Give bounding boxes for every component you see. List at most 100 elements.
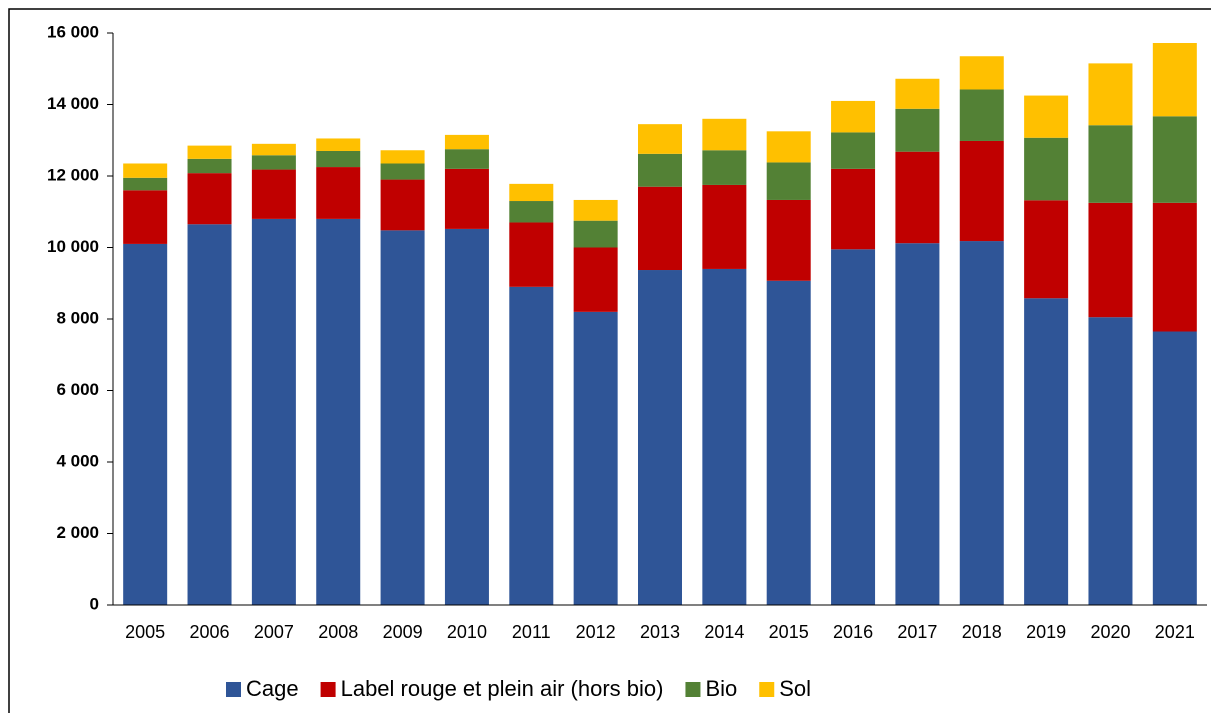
bar-segment [444,228,489,605]
legend-label: Bio [705,676,737,701]
bar-segment [959,241,1004,605]
bar-segment [1152,43,1197,117]
bar-segment [251,218,296,605]
bar-segment [638,186,682,271]
bar-segment [251,143,296,156]
bar-segment [573,311,618,605]
bar-segment [638,270,682,605]
legend-swatch [685,682,701,697]
bar-segment [380,230,425,605]
bar-segment [1152,202,1197,332]
bar-segment [187,224,232,605]
bar-segment [1152,331,1197,605]
x-tick-label: 2019 [1026,622,1066,642]
bar-segment [444,134,489,150]
bar-segment [638,153,682,187]
bar-segment [895,243,940,605]
y-tick-label: 6 000 [56,380,99,399]
bar-segment [895,151,940,244]
x-tick-label: 2011 [512,622,551,642]
y-tick-label: 4 000 [56,451,99,470]
bar-segment [1024,298,1069,605]
bar-segment [702,150,747,185]
x-tick-label: 2013 [640,622,680,642]
x-tick-label: 2018 [962,622,1002,642]
bar-segment [959,56,1004,90]
bar-segment [1088,63,1133,126]
bar-segment [1088,317,1133,605]
bar-segment [251,155,296,170]
bar-segment [959,89,1004,141]
bar-segment [316,138,361,151]
bar-segment [509,286,554,605]
bar-segment [573,199,618,221]
bar-segment [1024,137,1069,201]
bar-segment [187,158,232,174]
bar-segment [702,184,747,269]
bar-segment [702,118,747,151]
x-tick-label: 2015 [769,622,809,642]
x-tick-label: 2014 [704,622,744,642]
legend-swatch [759,682,775,697]
bar-segment [444,149,489,169]
bar-segment [831,168,876,250]
x-tick-label: 2021 [1155,622,1195,642]
bar-segment [509,222,554,287]
bar-segment [316,167,361,219]
bar-segment [831,249,876,605]
bar-segment [702,268,747,605]
bar-segment [573,247,618,312]
bar-segment [251,169,296,219]
bar-segment [766,131,811,163]
bar-segment [1088,125,1133,203]
frame [8,8,1211,713]
legend-label: Label rouge et plein air (hors bio) [341,676,664,701]
legend-label: Cage [246,676,299,701]
bar-segment [766,162,811,200]
bar-segment [187,145,232,159]
bar-segment [831,132,876,169]
bar-segment [316,218,361,605]
bar-segment [444,168,489,229]
y-tick-label: 16 000 [47,22,99,41]
bar-segment [1152,116,1197,203]
bar-segment [123,190,168,244]
x-tick-label: 2005 [125,622,165,642]
x-tick-label: 2012 [576,622,616,642]
bar-segment [766,280,811,605]
bar-segment [316,150,361,168]
bar-segment [959,140,1004,242]
y-tick-label: 12 000 [47,165,99,184]
x-tick-label: 2016 [833,622,873,642]
bar-segment [895,78,940,109]
bar-segment [509,201,554,223]
bar-segment [123,243,168,606]
y-tick-label: 14 000 [47,94,99,113]
x-tick-label: 2010 [447,622,487,642]
bar-segment [187,173,232,225]
bar-segment [766,199,811,281]
bar-segment [380,179,425,231]
y-tick-label: 2 000 [56,523,99,542]
x-tick-label: 2006 [190,622,230,642]
bar-segment [123,163,168,178]
legend-swatch [226,682,241,697]
bar-segment [1024,200,1069,299]
bar-segment [831,100,876,133]
bar-segment [638,124,682,154]
bar-segment [509,183,554,202]
legend-swatch [320,682,336,697]
y-tick-label: 10 000 [47,237,99,256]
x-tick-label: 2017 [897,622,937,642]
y-tick-label: 0 [90,594,99,613]
x-tick-label: 2008 [318,622,358,642]
legend-label: Sol [779,676,811,701]
bar-segment [123,177,168,191]
bar-segment [380,150,425,164]
bar-segment [573,220,618,248]
bar-segment [895,108,940,152]
bar-segment [380,163,425,180]
bar-segment [1088,202,1133,318]
y-tick-label: 8 000 [56,308,99,327]
x-tick-label: 2007 [254,622,294,642]
